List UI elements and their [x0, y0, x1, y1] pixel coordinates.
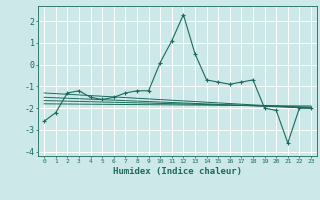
X-axis label: Humidex (Indice chaleur): Humidex (Indice chaleur) — [113, 167, 242, 176]
